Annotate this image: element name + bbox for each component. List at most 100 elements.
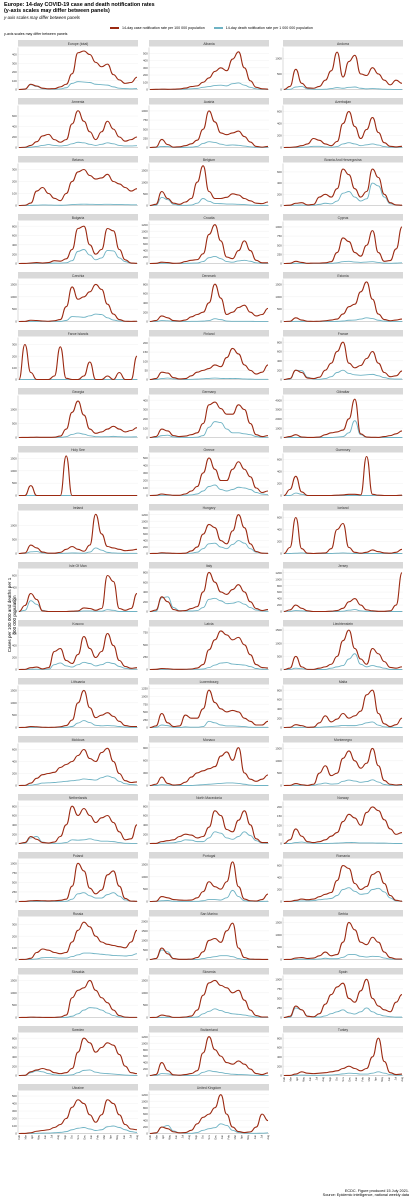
legend: 14-day case notification rate per 100 00… [110,26,313,30]
x-tick-label: Aug [266,1134,270,1139]
panel-title: Belgium [203,158,215,162]
y-tick-label: 750 [12,871,17,875]
panel-strip [149,910,269,917]
y-tick-label: 1000 [275,426,282,430]
y-tick-label: 200 [143,832,148,836]
y-tick-label: 200 [143,417,148,421]
panel-title: Russia [73,912,83,916]
panel-strip [149,388,269,395]
panel-strip [283,678,403,685]
y-tick-label: 1500 [141,863,148,867]
deaths-line [284,260,403,264]
y-tick-label: 500 [277,243,282,247]
y-tick-label: 0 [146,668,148,672]
deaths-line [150,377,268,380]
panel-strip [149,620,269,627]
y-tick-label: 1000 [10,295,17,299]
deaths-line [283,841,402,844]
panel-title: Luxembourg [200,680,219,684]
y-tick-label: 0 [146,320,148,324]
cases-line [149,110,269,149]
panel-title: Liechtenstein [333,622,353,626]
y-tick-label: 200 [277,805,282,809]
panel-title: Netherlands [69,796,88,800]
panel-strip [149,794,269,801]
cases-line [283,747,403,787]
deaths-line [149,596,269,612]
panel-strip [283,214,403,221]
cases-line [283,806,403,845]
panel-title: Faroe Islands [68,332,89,336]
panel-strip [18,1026,138,1033]
panel-strip [283,330,403,337]
y-tick-label: 500 [143,456,148,460]
cases-line [283,572,403,613]
y-tick-label: 1000 [141,694,148,698]
y-scale-note: y-axis scales may differ between panels [4,32,68,36]
y-tick-label: 400 [143,301,148,305]
x-tick-label: Jun [253,1134,257,1139]
y-tick-label: 100 [143,426,148,430]
y-tick-label: 600 [277,350,282,354]
y-tick-label: 0 [15,494,17,498]
y-tick-label: 4000 [275,398,282,402]
y-tick-label: 1000 [141,1099,148,1103]
y-tick-label: 800 [143,236,148,240]
y-tick-label: 600 [277,1046,282,1050]
y-tick-label: 3000 [275,408,282,412]
y-tick-label: 0 [15,784,17,788]
y-tick-label: 0 [280,900,282,904]
panel-strip [149,272,269,279]
y-tick-label: 250 [12,890,17,894]
deaths-line [149,141,269,148]
title-line-1: Europe: 14-day COVID-19 case and death n… [4,2,155,8]
panel-title: Hungary [203,506,216,510]
y-tick-label: 750 [277,987,282,991]
cases-line [149,1094,269,1135]
y-tick-label: 400 [12,1055,17,1059]
x-tick-label: Aug [400,1076,404,1081]
panel-title: Norway [337,796,349,800]
y-tick-label: 500 [143,192,148,196]
panel-strip [149,156,269,163]
x-tick-label: Feb [282,1076,286,1081]
cases-line [149,165,269,207]
y-tick-label: 0 [15,320,17,324]
cases-line [149,810,268,845]
y-tick-label: 0 [146,262,148,266]
y-tick-label: 1200 [141,223,148,227]
panel-title: Georgia [72,390,84,394]
cases-line [149,922,268,961]
deaths-line [149,484,269,496]
y-tick-label: 50 [145,368,149,372]
panel-strip [283,40,403,47]
panel-strip [18,562,138,569]
cases-line [18,455,137,497]
y-tick-label: 0 [280,1016,282,1020]
x-tick-label: Jul [128,1135,132,1139]
x-tick-label: Feb [227,1134,231,1139]
deaths-line [149,196,268,206]
y-tick-label: 400 [277,528,282,532]
y-tick-label: 200 [12,772,17,776]
y-tick-label: 0 [280,320,282,324]
y-tick-label: 0 [280,88,282,92]
x-tick-label: Jun [308,1076,312,1081]
panel-title: Portugal [203,854,216,858]
x-tick-label: Aug [321,1076,325,1081]
y-tick-label: 1500 [10,457,17,461]
y-tick-label: 200 [277,482,282,486]
y-tick-label: 1000 [275,577,282,581]
cases-line [149,747,269,787]
panel-strip [283,736,403,743]
deaths-line [19,313,137,322]
y-tick-label: 400 [277,876,282,880]
y-tick-label: 600 [277,458,282,462]
y-tick-label: 400 [12,823,17,827]
y-tick-label: 1500 [275,283,282,287]
panel-strip [283,620,403,627]
panel-title: Gibraltar [336,390,350,394]
panel-title: Holy See [71,448,85,452]
panel-title: Europe (total) [68,42,89,46]
cases-line [149,224,268,265]
